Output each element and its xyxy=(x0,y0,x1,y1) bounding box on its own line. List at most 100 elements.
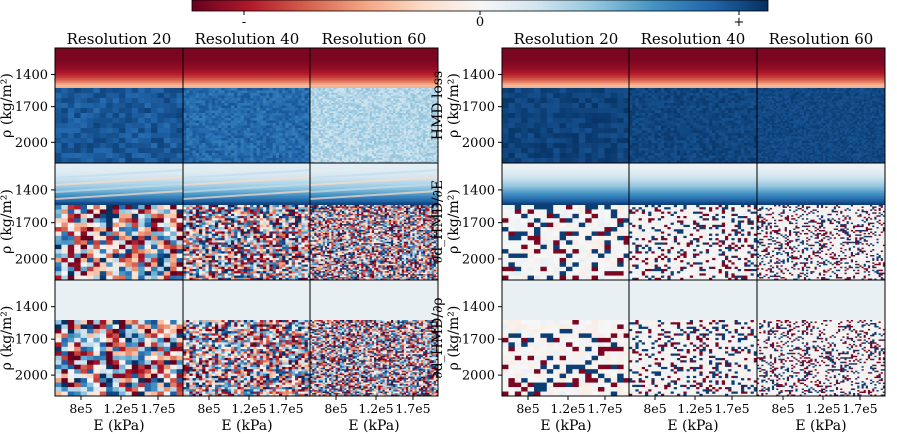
heatmap-cell xyxy=(132,93,139,98)
heatmap-cell xyxy=(218,111,222,114)
heatmap-cell xyxy=(113,271,120,276)
heatmap-cell xyxy=(279,88,283,91)
heatmap-cell xyxy=(221,91,225,94)
heatmap-cell xyxy=(61,98,68,103)
heatmap-cell xyxy=(87,88,94,93)
heatmap-cell xyxy=(231,98,235,101)
heatmap-cell xyxy=(196,106,200,109)
heatmap-cell xyxy=(61,93,68,98)
heatmap-cell xyxy=(231,93,235,96)
heatmap-cell xyxy=(276,93,280,96)
heatmap-cell xyxy=(164,138,171,143)
heatmap-cell xyxy=(170,245,177,250)
heatmap-cell xyxy=(186,101,190,104)
heatmap-cell xyxy=(196,133,200,136)
heatmap-cell xyxy=(157,123,164,128)
heatmap-cell xyxy=(106,271,113,276)
heatmap-cell xyxy=(289,136,293,139)
heatmap-cell xyxy=(74,267,81,272)
heatmap-cell xyxy=(221,123,225,126)
heatmap-cell xyxy=(189,118,193,121)
heatmap-cell xyxy=(68,93,75,98)
heatmap-cell xyxy=(138,98,145,103)
heatmap-cell xyxy=(183,158,187,161)
heatmap-cell xyxy=(292,111,296,114)
heatmap-cell xyxy=(196,113,200,116)
heatmap-cell xyxy=(292,116,296,119)
heatmap-cell xyxy=(196,108,200,111)
heatmap-cell xyxy=(189,136,193,139)
heatmap-cell xyxy=(285,121,289,124)
heatmap-cell xyxy=(231,143,235,146)
heatmap-cell xyxy=(241,121,245,124)
heatmap-cell xyxy=(253,131,257,134)
heatmap-cell xyxy=(282,141,286,144)
heatmap-cell xyxy=(298,108,302,111)
heatmap-cell xyxy=(266,123,270,126)
heatmap-cell xyxy=(228,146,232,149)
heatmap-cell xyxy=(285,101,289,104)
heatmap-cell xyxy=(138,258,145,263)
heatmap-cell xyxy=(132,103,139,108)
heatmap-cell xyxy=(202,98,206,101)
heatmap-cell xyxy=(285,108,289,111)
heatmap-cell xyxy=(295,138,299,141)
heatmap-cell xyxy=(183,148,187,151)
heatmap-cell xyxy=(228,106,232,109)
heatmap-cell xyxy=(276,143,280,146)
heatmap-cell xyxy=(113,133,120,138)
heatmap-cell xyxy=(177,214,184,219)
heatmap-cell xyxy=(234,148,238,151)
heatmap-cell xyxy=(273,118,277,121)
heatmap-cell xyxy=(189,141,193,144)
heatmap-cell xyxy=(298,111,302,114)
heatmap-cell xyxy=(257,123,261,126)
heatmap-cell xyxy=(93,118,100,123)
heatmap-cell xyxy=(215,106,219,109)
heatmap-cell xyxy=(74,240,81,245)
heatmap-cell xyxy=(145,113,152,118)
heatmap-cell xyxy=(301,121,305,124)
heatmap-cell xyxy=(250,146,254,149)
heatmap-cell xyxy=(260,146,264,149)
heatmap-cell xyxy=(218,141,222,144)
heatmap-cell xyxy=(234,121,238,124)
heatmap-cell xyxy=(237,98,241,101)
heatmap-cell xyxy=(247,116,251,119)
heatmap-cell xyxy=(100,205,107,210)
heatmap-cell xyxy=(55,227,62,232)
heatmap-cell xyxy=(212,128,216,131)
heatmap-cell xyxy=(301,138,305,141)
heatmap-cell xyxy=(301,148,305,151)
heatmap-cell xyxy=(177,205,184,210)
heatmap-cell xyxy=(125,93,132,98)
heatmap-cell xyxy=(151,218,158,223)
heatmap-cell xyxy=(279,156,283,159)
heatmap-cell xyxy=(253,146,257,149)
heatmap-cell xyxy=(151,148,158,153)
heatmap-cell xyxy=(151,227,158,232)
heatmap-cell xyxy=(93,236,100,241)
heatmap-cell xyxy=(74,113,81,118)
heatmap-cell xyxy=(186,121,190,124)
heatmap-cell xyxy=(298,101,302,104)
heatmap-cell xyxy=(151,123,158,128)
heatmap-cell xyxy=(193,96,197,99)
heatmap-cell xyxy=(228,143,232,146)
heatmap-cell xyxy=(282,128,286,131)
heatmap-cell xyxy=(231,123,235,126)
heatmap-cell xyxy=(285,136,289,139)
heatmap-cell xyxy=(186,141,190,144)
heatmap-cell xyxy=(93,245,100,250)
heatmap-cell xyxy=(138,249,145,254)
heatmap-cell xyxy=(132,249,139,254)
heatmap-cell xyxy=(196,103,200,106)
heatmap-cell xyxy=(170,143,177,148)
heatmap-cell xyxy=(81,88,88,93)
heatmap-cell xyxy=(205,96,209,99)
heatmap-cell xyxy=(276,108,280,111)
heatmap-cell xyxy=(301,101,305,104)
heatmap-cell xyxy=(244,121,248,124)
heatmap-cell xyxy=(244,103,248,106)
heatmap-cell xyxy=(244,156,248,159)
